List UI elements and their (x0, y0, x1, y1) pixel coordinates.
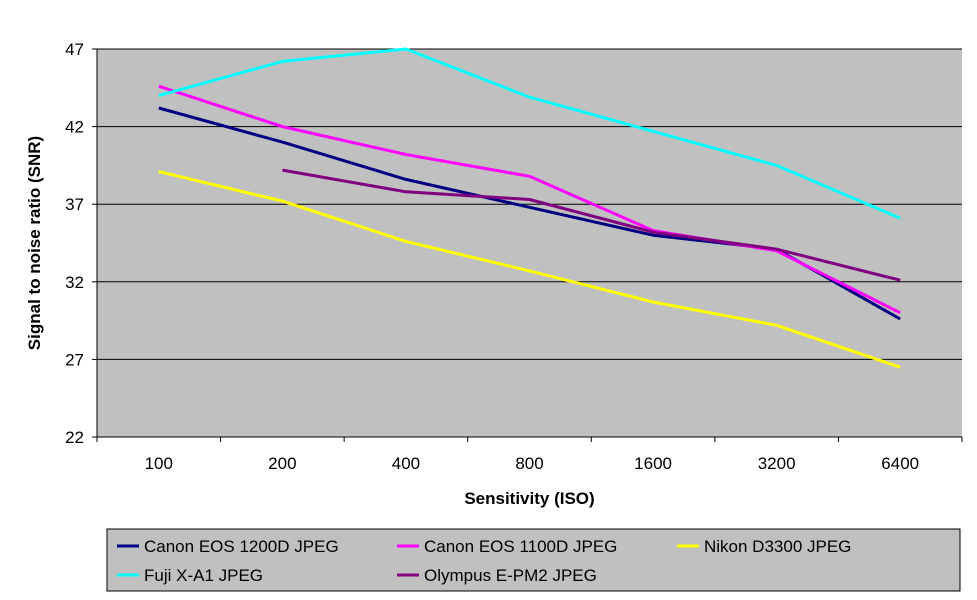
series-line-canon-eos-1100d-jpeg (158, 84, 901, 315)
y-axis-title: Signal to noise ratio (SNR) (25, 136, 44, 350)
y-tick-label: 37 (65, 195, 84, 214)
series-line-nikon-d3300-jpeg (158, 170, 901, 369)
y-tick-label: 32 (65, 273, 84, 292)
x-tick-label: 1600 (634, 454, 672, 473)
y-tick-label: 22 (65, 428, 84, 447)
series-line-olympus-e-pm2-jpeg (282, 168, 901, 282)
legend-label: Nikon D3300 JPEG (704, 537, 851, 556)
gridlines (97, 48, 962, 360)
y-tick-labels: 22 27 32 37 42 47 (65, 40, 84, 447)
x-axis-title: Sensitivity (ISO) (464, 489, 594, 508)
x-tick-label: 800 (515, 454, 543, 473)
x-tick-label: 100 (145, 454, 173, 473)
axes (92, 48, 963, 442)
legend-label: Canon EOS 1100D JPEG (424, 537, 617, 556)
x-tick-label: 3200 (758, 454, 796, 473)
legend-label: Olympus E-PM2 JPEG (424, 566, 597, 585)
legend: Canon EOS 1200D JPEG Canon EOS 1100D JPEG… (106, 528, 961, 592)
x-tick-label: 6400 (881, 454, 919, 473)
y-tick-label: 47 (65, 40, 84, 59)
series-lines (158, 47, 901, 369)
x-tick-labels: 100 200 400 800 1600 3200 6400 (145, 454, 920, 473)
legend-box (106, 528, 961, 592)
x-tick-label: 400 (392, 454, 420, 473)
y-tick-label: 27 (65, 350, 84, 369)
y-tick-label: 42 (65, 118, 84, 137)
legend-label: Canon EOS 1200D JPEG (144, 537, 339, 556)
legend-label: Fuji X-A1 JPEG (144, 566, 263, 585)
x-tick-label: 200 (268, 454, 296, 473)
series-line-fuji-x-a1-jpeg (158, 47, 901, 220)
